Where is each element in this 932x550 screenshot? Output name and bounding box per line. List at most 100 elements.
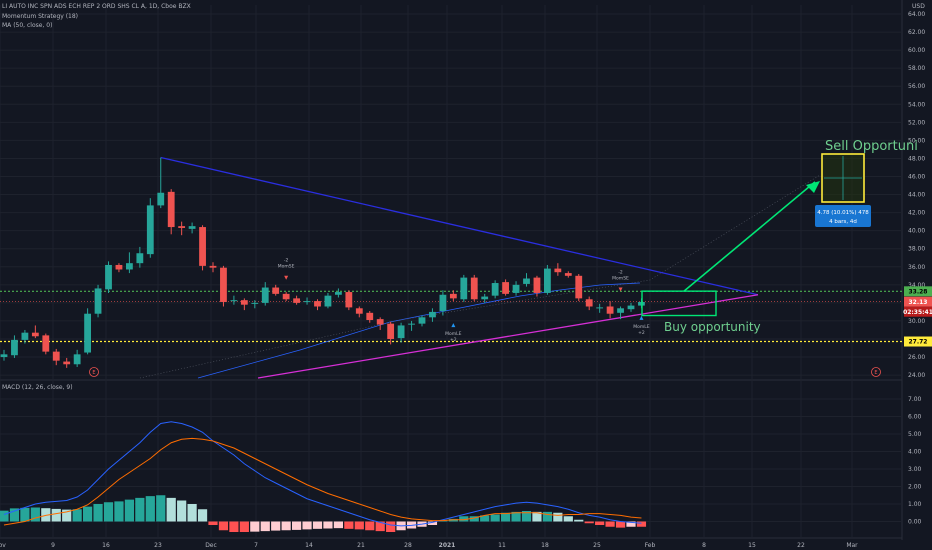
indicator-ma-label[interactable]: MA (50, close, 0) xyxy=(2,22,52,29)
macd-histogram-bar xyxy=(0,510,9,522)
projection-arrow xyxy=(683,181,816,292)
signal-qty: +2 xyxy=(450,337,457,343)
macd-histogram-bar xyxy=(615,521,626,528)
sell-signal-arrow-icon xyxy=(618,287,623,292)
green-level-tag: 33.28 xyxy=(909,289,928,296)
candle-body xyxy=(533,277,541,293)
time-tick-label: 28 xyxy=(404,542,412,549)
candle-body xyxy=(523,278,530,284)
macd-tick-label: 1.00 xyxy=(908,501,922,508)
indicator-macd-label[interactable]: MACD (12, 26, close, 9) xyxy=(2,384,73,391)
candle-body xyxy=(617,308,624,313)
macd-histogram-bar xyxy=(83,506,93,522)
candle-body xyxy=(460,277,468,300)
candle-body xyxy=(387,323,395,339)
macd-histogram-bar xyxy=(333,521,343,529)
macd-histogram-bar xyxy=(229,521,239,532)
macd-histogram-bar xyxy=(208,521,218,525)
candle-body xyxy=(84,313,91,353)
macd-histogram-bar xyxy=(542,511,552,522)
time-tick-label: 23 xyxy=(154,542,162,549)
macd-histogram-bar xyxy=(260,521,270,532)
macd-histogram-bar xyxy=(375,521,385,532)
candle-body xyxy=(627,305,635,310)
price-tick-label: 54.00 xyxy=(908,101,925,108)
price-tick-label: 52.00 xyxy=(908,119,925,126)
trend-lines xyxy=(139,156,821,379)
macd-histogram-bar xyxy=(595,521,605,525)
candle-body xyxy=(303,301,311,303)
buy-signal-arrow-icon xyxy=(451,323,456,328)
candle-body xyxy=(0,354,8,358)
macd-histogram-bar xyxy=(187,504,197,522)
last-price-tag: 32.13 xyxy=(909,299,928,306)
candle-body xyxy=(167,191,175,228)
macd-histogram-bar xyxy=(156,495,166,522)
arrow-head-icon xyxy=(806,181,820,193)
price-tick-label: 34.00 xyxy=(908,282,925,289)
candle-body xyxy=(63,361,71,365)
macd-histogram-bar xyxy=(584,521,594,524)
macd-histogram-bar xyxy=(365,521,375,531)
price-tick-label: 58.00 xyxy=(908,65,925,72)
macd-tick-label: 6.00 xyxy=(908,414,922,421)
candle-body xyxy=(355,308,363,314)
signal-qty: -2 xyxy=(284,258,289,264)
time-tick-label: 25 xyxy=(593,542,601,549)
measure-tooltip xyxy=(815,205,871,227)
macd-histogram-bar xyxy=(239,521,249,532)
earnings-marker-label: E xyxy=(92,370,95,376)
candle-body xyxy=(42,335,50,352)
measure-tooltip-line2: 4 bars, 4d xyxy=(829,219,857,225)
price-tick-label: 26.00 xyxy=(908,354,925,361)
macd-pane xyxy=(0,421,647,532)
candle-body xyxy=(408,323,415,325)
macd-histogram-bar xyxy=(574,519,584,522)
macd-histogram-bar xyxy=(480,515,490,522)
candle-body xyxy=(209,265,217,268)
signal-qty: -2 xyxy=(618,269,623,275)
candle-body xyxy=(470,277,478,300)
price-tick-label: 56.00 xyxy=(908,83,925,90)
candle-body xyxy=(178,226,186,228)
candle-body xyxy=(115,264,123,270)
indicator-momentum-label[interactable]: Momentum Strategy (18) xyxy=(2,13,78,20)
ma-50-line xyxy=(197,282,641,379)
time-tick-label: Mar xyxy=(846,542,858,549)
time-tick-label: 18 xyxy=(541,542,549,549)
candle-body xyxy=(397,325,405,339)
candle-body xyxy=(220,267,227,302)
price-tick-label: 44.00 xyxy=(908,192,925,199)
macd-histogram-bar xyxy=(271,521,281,531)
macd-tick-label: 5.00 xyxy=(908,431,922,438)
candle-body xyxy=(73,354,81,365)
macd-histogram-bar xyxy=(511,511,521,522)
signal-label: MomLE xyxy=(445,331,462,337)
macd-histogram-bar xyxy=(605,521,615,527)
macd-histogram-bar xyxy=(626,521,636,527)
time-tick-label: Feb xyxy=(645,542,656,549)
price-tick-label: 50.00 xyxy=(908,137,925,144)
green-level-tag-bg xyxy=(904,286,932,297)
candle-body xyxy=(21,332,29,340)
measure-tooltip-line1: 4.78 (10.01%) 478 xyxy=(817,210,869,216)
price-tick-label: 38.00 xyxy=(908,246,925,253)
macd-histogram-bar xyxy=(312,521,323,529)
macd-histogram-bar xyxy=(281,521,291,531)
macd-histogram-bar xyxy=(501,512,511,522)
candle-body xyxy=(94,288,102,314)
candle-body xyxy=(293,298,300,303)
candle-body xyxy=(188,226,196,229)
candle-body xyxy=(449,293,457,299)
macd-histogram-bar xyxy=(62,509,72,522)
candle-body xyxy=(596,307,604,309)
signal-label: MomSE xyxy=(278,264,295,270)
macd-histogram-bar xyxy=(427,521,438,525)
macd-histogram-bar xyxy=(177,500,187,522)
sell-signal-arrow-icon xyxy=(284,275,289,280)
buy-opportunity-label: Buy opportunity xyxy=(664,320,761,334)
macd-histogram-bar xyxy=(323,521,333,529)
macd-line xyxy=(3,421,642,527)
price-tick-label: 64.00 xyxy=(908,11,925,18)
